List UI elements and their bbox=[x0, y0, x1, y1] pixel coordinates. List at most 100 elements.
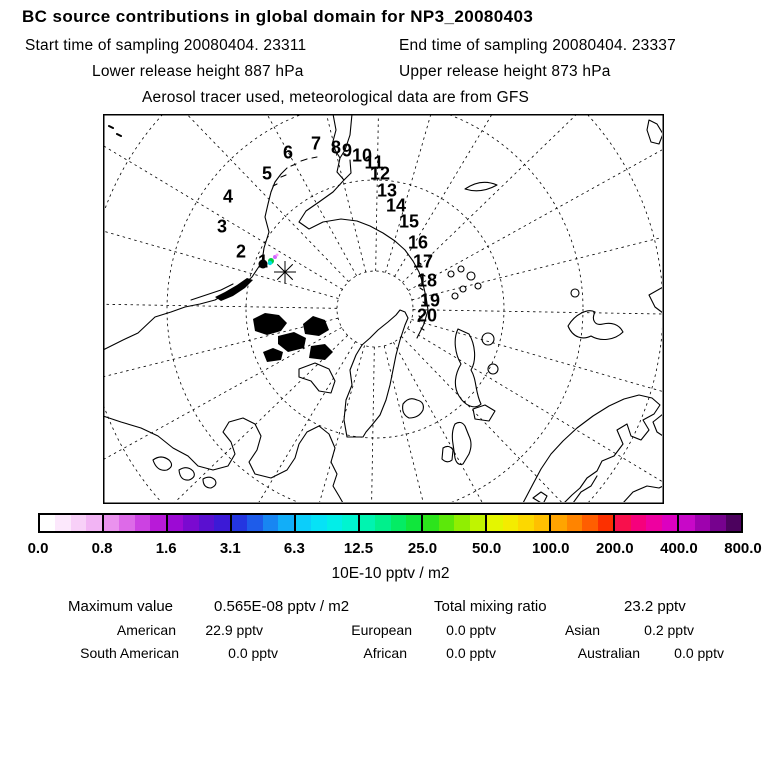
maximum-value: 0.565E-08 pptv / m2 bbox=[214, 598, 350, 615]
colorbar-cell bbox=[40, 515, 56, 531]
south-american-value: 0.0 pptv bbox=[228, 645, 278, 661]
trajectory-point-label: 3 bbox=[217, 217, 227, 237]
colorbar-cell bbox=[247, 515, 263, 531]
colorbar-cell bbox=[295, 515, 312, 531]
trajectory-point-label: 10 bbox=[352, 146, 372, 166]
colorbar-cell bbox=[725, 515, 741, 531]
south-american-label: South American bbox=[80, 645, 179, 661]
european-label: European bbox=[351, 622, 412, 638]
colorbar-cell bbox=[566, 515, 583, 531]
trajectory-point-label: 17 bbox=[413, 252, 433, 272]
colorbar-segment bbox=[551, 515, 616, 531]
colorbar-cell bbox=[134, 515, 151, 531]
colorbar-cell bbox=[646, 515, 662, 531]
trajectory-point-label: 8 bbox=[331, 138, 341, 158]
colorbar-cell bbox=[615, 515, 631, 531]
trajectory-point-label: 14 bbox=[386, 196, 406, 216]
colorbar-cell bbox=[551, 515, 567, 531]
asian-label: Asian bbox=[564, 622, 600, 638]
australian-value: 0.0 pptv bbox=[674, 645, 724, 661]
colorbar-cell bbox=[231, 515, 248, 531]
colorbar-tick-label: 0.8 bbox=[91, 540, 113, 557]
colorbar-cell bbox=[518, 515, 534, 531]
colorbar bbox=[38, 513, 743, 533]
figure-title: BC source contributions in global domain… bbox=[22, 7, 534, 26]
colorbar-cell bbox=[150, 515, 166, 531]
colorbar-cell bbox=[502, 515, 519, 531]
trajectory-point-label: 7 bbox=[311, 134, 321, 154]
colorbar-cell bbox=[262, 515, 279, 531]
colorbar-tick-label: 100.0 bbox=[531, 540, 570, 557]
source-contribution-hotspot bbox=[267, 253, 279, 266]
colorbar-segment bbox=[167, 515, 232, 531]
colorbar-cell bbox=[103, 515, 120, 531]
maximum-value-label: Maximum value bbox=[68, 598, 174, 615]
colorbar-cell bbox=[359, 515, 376, 531]
lower-release-label: Lower release height 887 hPa bbox=[92, 63, 304, 80]
colorbar-cell bbox=[198, 515, 215, 531]
colorbar-segment bbox=[423, 515, 488, 531]
colorbar-tick-label: 25.0 bbox=[407, 540, 438, 557]
colorbar-tick-label: 0.0 bbox=[27, 540, 49, 557]
colorbar-tick-label: 1.6 bbox=[155, 540, 177, 557]
european-value: 0.0 pptv bbox=[446, 622, 496, 638]
colorbar-tick-label: 50.0 bbox=[472, 540, 502, 557]
american-value: 22.9 pptv bbox=[205, 622, 263, 638]
colorbar-cell bbox=[70, 515, 87, 531]
coastlines bbox=[104, 115, 662, 502]
trajectory-point-label: 20 bbox=[417, 306, 437, 326]
trajectory-point-label: 11 bbox=[364, 153, 383, 173]
colorbar-cell bbox=[438, 515, 455, 531]
colorbar-cell bbox=[533, 515, 550, 531]
trajectory-point-label: 2 bbox=[236, 242, 246, 262]
colorbar-cell bbox=[278, 515, 294, 531]
colorbar-tick-label: 400.0 bbox=[660, 540, 698, 557]
colorbar-cell bbox=[679, 515, 695, 531]
colorbar-cell bbox=[582, 515, 598, 531]
colorbar-cell bbox=[661, 515, 678, 531]
graticule-grid bbox=[104, 115, 662, 502]
colorbar-segment bbox=[679, 515, 741, 531]
colorbar-segment bbox=[295, 515, 360, 531]
tracer-info-label: Aerosol tracer used, meteorological data… bbox=[142, 89, 530, 106]
colorbar-units-caption: 10E-10 pptv / m2 bbox=[331, 565, 450, 582]
receptor-asterisk-marker bbox=[274, 261, 296, 283]
colorbar-cell bbox=[390, 515, 406, 531]
colorbar-cell bbox=[597, 515, 614, 531]
map-frame bbox=[103, 114, 664, 504]
colorbar-cell bbox=[710, 515, 726, 531]
american-label: American bbox=[116, 622, 176, 638]
colorbar-cell bbox=[423, 515, 439, 531]
trajectory-point-label: 1 bbox=[258, 252, 268, 272]
colorbar-cell bbox=[454, 515, 470, 531]
colorbar-segment bbox=[359, 515, 424, 531]
colorbar-cell bbox=[167, 515, 184, 531]
colorbar-cell bbox=[55, 515, 71, 531]
colorbar-tick-label: 12.5 bbox=[343, 540, 374, 557]
trajectory-point-label: 4 bbox=[223, 187, 233, 207]
colorbar-cell bbox=[630, 515, 647, 531]
colorbar-cell bbox=[375, 515, 391, 531]
colorbar-cell bbox=[326, 515, 343, 531]
colorbar-segment bbox=[231, 515, 296, 531]
colorbar-tick-label: 200.0 bbox=[596, 540, 634, 557]
trajectory-point-label: 12 bbox=[370, 164, 390, 184]
african-label: African bbox=[363, 645, 407, 661]
trajectory-point-label: 18 bbox=[417, 271, 437, 291]
colorbar-cell bbox=[214, 515, 230, 531]
upper-release-label: Upper release height 873 hPa bbox=[399, 63, 611, 80]
trajectory-point-label: 5 bbox=[262, 164, 272, 184]
colorbar-tick-label: 6.3 bbox=[283, 540, 305, 557]
colorbar-segment bbox=[103, 515, 168, 531]
trajectory-point-label: 9 bbox=[342, 141, 352, 161]
colorbar-segment bbox=[487, 515, 552, 531]
colorbar-cell bbox=[469, 515, 486, 531]
colorbar-segment bbox=[40, 515, 104, 531]
asian-value: 0.2 pptv bbox=[644, 622, 694, 638]
end-time-label: End time of sampling 20080404. 23337 bbox=[399, 37, 676, 54]
australian-label: Australian bbox=[577, 645, 640, 661]
colorbar-tick-label: 800.0 bbox=[724, 540, 762, 557]
colorbar-cell bbox=[311, 515, 327, 531]
